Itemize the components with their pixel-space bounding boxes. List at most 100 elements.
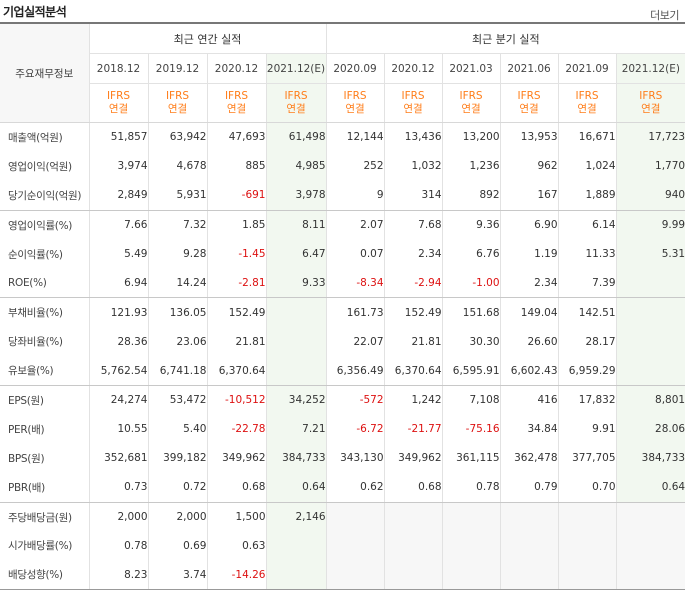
consolidated-label: 연결 [577,103,597,115]
row-label: ROE(%) [0,268,90,299]
value-cell: 13,953 [500,122,559,152]
value-cell: 349,962 [207,443,267,473]
period-header: 2020.09 [326,53,385,84]
value-cell: -1.45 [207,239,267,269]
value-cell: 34.84 [500,414,559,444]
value-cell: 5.49 [89,239,149,269]
value-cell: 6,959.29 [558,356,617,387]
value-cell [266,327,327,357]
value-cell [442,560,501,590]
value-cell: 6.90 [500,210,559,240]
table-row: EPS(원) 24,274 53,472 -10,512 34,252 -572 1,242… [0,385,685,415]
value-cell: 0.68 [384,472,443,503]
ifrs-label: IFRS [517,90,541,102]
value-cell: 0.73 [89,472,149,503]
value-cell: 2.07 [326,210,385,240]
row-label: BPS(원) [0,443,90,473]
value-cell [384,531,443,561]
value-cell [558,531,617,561]
value-cell: 5.40 [148,414,208,444]
period-header-row: 2018.12 2019.12 2020.12 2021.12(E) 2020.09 20… [0,53,685,84]
value-cell: 0.79 [500,472,559,503]
value-cell [326,560,385,590]
value-cell: 3.74 [148,560,208,590]
ifrs-label: IFRS [106,90,131,102]
more-link[interactable]: 더보기 [650,9,679,22]
ifrs-header: IFRS 연결 [326,83,385,123]
value-cell [326,502,385,532]
value-cell: 4,678 [148,151,208,181]
consolidated-label: 연결 [108,103,129,115]
ifrs-header-row: IFRS 연결 IFRS 연결 IFRS 연결 IFRS 연결 IFRS 연결 IFRS 연결 IFRS… [0,83,685,123]
row-label: 부채비율(%) [0,297,90,328]
value-cell: 152.49 [207,297,267,328]
value-cell [384,502,443,532]
value-cell: 5,931 [148,180,208,211]
value-cell: -21.77 [384,414,443,444]
value-cell: 0.78 [89,531,149,561]
value-cell: 2,000 [148,502,208,532]
value-cell: 7.21 [266,414,327,444]
value-cell: 9.36 [442,210,501,240]
value-cell: 0.69 [148,531,208,561]
value-cell: 6,595.91 [442,356,501,387]
value-cell: 0.70 [558,472,617,503]
value-cell: 399,182 [148,443,208,473]
row-label: PER(배) [0,414,90,444]
period-header: 2020.12 [207,53,267,84]
period-header: 2021.12(E) [266,53,327,84]
value-cell: 6.94 [89,268,149,299]
value-cell: 12,144 [326,122,385,152]
value-cell: 8,801 [616,385,685,415]
value-cell: 352,681 [89,443,149,473]
value-cell: 5.31 [616,239,685,269]
value-cell [266,297,327,328]
ifrs-header: IFRS 연결 [89,83,149,123]
value-cell: -22.78 [207,414,267,444]
period-header: 2021.06 [500,53,559,84]
annual-group-header: 최근 연간 실적 [89,22,327,54]
financial-summary-table: 주요재무정보 최근 연간 실적 최근 분기 실적 2018.12 2019.12 2… [0,22,685,590]
value-cell: 0.64 [266,472,327,503]
table-row: PBR(배) 0.73 0.72 0.68 0.64 0.62 0.68 0.78 0.79 0.… [0,472,685,503]
ifrs-label: IFRS [459,90,483,102]
value-cell: 1.19 [500,239,559,269]
value-cell [326,531,385,561]
value-cell: 2,000 [89,502,149,532]
ifrs-header: IFRS 연결 [558,83,617,123]
table-row: 부채비율(%) 121.93 136.05 152.49 161.73 152.49 151… [0,297,685,328]
value-cell: 149.04 [500,297,559,328]
value-cell [442,531,501,561]
value-cell: 1,889 [558,180,617,211]
value-cell: 13,200 [442,122,501,152]
table-row: 당기순이익(억원) 2,849 5,931 -691 3,978 9 314 892 167 1,… [0,180,685,211]
value-cell: 6.47 [266,239,327,269]
ifrs-label: IFRS [639,90,663,102]
ifrs-header: IFRS 연결 [207,83,267,123]
consolidated-label: 연결 [461,103,481,115]
value-cell: 8.11 [266,210,327,240]
ifrs-label: IFRS [224,90,249,102]
table-row: 순이익률(%) 5.49 9.28 -1.45 6.47 0.07 2.34 6.76 1.19… [0,239,685,269]
row-label: 주당배당금(원) [0,502,90,532]
value-cell: 1,236 [442,151,501,181]
value-cell: -691 [207,180,267,211]
value-cell [558,502,617,532]
value-cell: 0.68 [207,472,267,503]
value-cell [616,268,685,299]
value-cell: 7.68 [384,210,443,240]
consolidated-label: 연결 [286,103,306,115]
value-cell: 121.93 [89,297,149,328]
ifrs-header: IFRS 연결 [442,83,501,123]
ifrs-label: IFRS [575,90,599,102]
value-cell: 151.68 [442,297,501,328]
value-cell: 0.78 [442,472,501,503]
value-cell: 0.72 [148,472,208,503]
table-row: 배당성향(%) 8.23 3.74 -14.26 [0,560,685,590]
period-header: 2019.12 [148,53,208,84]
ifrs-label: IFRS [284,90,308,102]
value-cell: 16,671 [558,122,617,152]
row-label: 영업이익률(%) [0,210,90,240]
value-cell [384,560,443,590]
period-header: 2021.09 [558,53,617,84]
